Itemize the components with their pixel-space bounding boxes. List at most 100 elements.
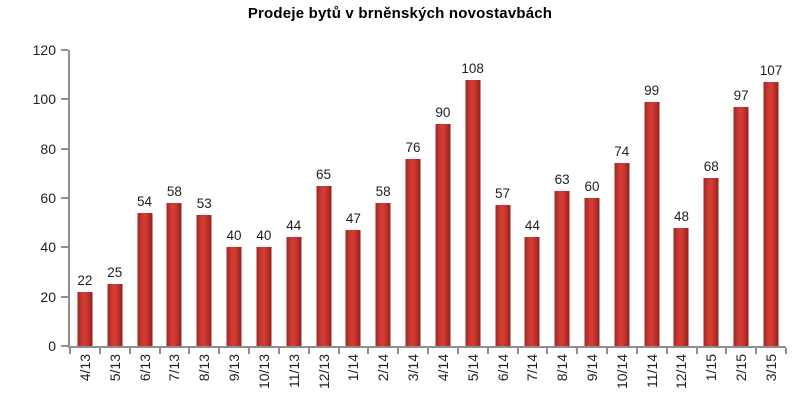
y-tick-label: 0 bbox=[48, 338, 56, 354]
y-axis-tick bbox=[61, 345, 68, 347]
bar-value-label: 58 bbox=[166, 183, 182, 199]
bar bbox=[465, 79, 481, 346]
x-axis-cell: 5/13 bbox=[100, 354, 130, 416]
x-tick-label: 4/13 bbox=[76, 354, 93, 382]
bar-slot: 108 bbox=[458, 50, 488, 346]
bar bbox=[644, 101, 660, 346]
y-axis-tick bbox=[61, 98, 68, 101]
bar bbox=[733, 106, 749, 346]
x-axis-tick bbox=[546, 348, 549, 354]
x-tick-label: 6/14 bbox=[494, 354, 511, 382]
y-axis-tick bbox=[61, 295, 68, 298]
bar bbox=[673, 227, 689, 346]
bar bbox=[107, 284, 123, 346]
bar bbox=[77, 291, 93, 346]
bar-slot: 76 bbox=[398, 50, 428, 346]
x-axis-tick bbox=[576, 348, 579, 354]
x-axis-cell: 4/14 bbox=[428, 354, 458, 416]
x-tick-label: 2/14 bbox=[375, 354, 392, 382]
bar-slot: 40 bbox=[219, 50, 249, 346]
y-tick-label: 60 bbox=[40, 190, 56, 206]
bar bbox=[256, 247, 272, 346]
x-axis-cell: 7/13 bbox=[159, 354, 189, 416]
x-axis-tick bbox=[218, 348, 221, 354]
bar bbox=[763, 82, 779, 346]
y-tick-label: 80 bbox=[40, 140, 56, 157]
bar bbox=[614, 163, 630, 346]
x-tick-label: 3/15 bbox=[762, 354, 779, 382]
bar-slot: 90 bbox=[428, 50, 458, 346]
x-axis-tick bbox=[188, 348, 191, 354]
x-tick-label: 8/13 bbox=[196, 354, 213, 382]
x-axis-cell: 11/13 bbox=[279, 354, 309, 416]
x-axis-tick bbox=[397, 348, 400, 354]
bar-value-label: 44 bbox=[286, 218, 302, 234]
x-axis-cell: 2/15 bbox=[726, 354, 756, 416]
x-tick-label: 12/14 bbox=[673, 354, 690, 390]
x-axis-tick bbox=[307, 348, 310, 354]
bar bbox=[375, 202, 391, 346]
bar-value-label: 58 bbox=[375, 183, 391, 199]
bar-slot: 99 bbox=[637, 50, 667, 346]
bar-value-label: 47 bbox=[345, 211, 361, 227]
bar-series: 22 25 54 58 53 40 40 44 65 47 58 76 90 108 57 44 63 60 74 9… bbox=[70, 50, 786, 346]
x-tick-label: 9/13 bbox=[226, 354, 243, 382]
bar-value-label: 57 bbox=[494, 186, 511, 202]
bar bbox=[524, 237, 540, 346]
bar-slot: 107 bbox=[756, 50, 786, 346]
bar bbox=[286, 237, 302, 346]
x-tick-label: 10/13 bbox=[255, 354, 272, 390]
bar-slot: 47 bbox=[338, 50, 368, 346]
chart-title: Prodeje bytů v brněnských novostavbách bbox=[247, 5, 553, 22]
bar-slot: 57 bbox=[488, 50, 518, 346]
bar-value-label: 65 bbox=[316, 166, 332, 182]
bar-value-label: 68 bbox=[703, 159, 719, 175]
bar-value-label: 40 bbox=[256, 228, 272, 244]
plot-area: 22 25 54 58 53 40 40 44 65 47 58 76 90 108 57 44 63 60 74 9… bbox=[68, 50, 787, 354]
x-axis-cell: 3/15 bbox=[756, 354, 786, 416]
bar bbox=[495, 205, 510, 346]
x-axis-cell: 12/13 bbox=[309, 354, 339, 416]
x-axis-tick bbox=[755, 348, 758, 354]
bar bbox=[166, 202, 182, 346]
y-tick-label: 40 bbox=[40, 239, 56, 256]
y-axis-tick bbox=[61, 147, 68, 150]
bar-slot: 48 bbox=[667, 50, 697, 346]
x-axis-cell: 4/13 bbox=[70, 354, 100, 416]
bar bbox=[435, 124, 451, 346]
x-tick-label: 5/13 bbox=[106, 354, 123, 382]
x-axis-tick bbox=[98, 348, 101, 354]
x-axis-cell: 9/14 bbox=[577, 354, 607, 416]
bar bbox=[405, 158, 421, 346]
bar-slot: 60 bbox=[577, 50, 607, 346]
x-tick-label: 7/14 bbox=[524, 354, 541, 382]
x-tick-label: 8/14 bbox=[554, 354, 571, 382]
x-axis-cell: 8/13 bbox=[189, 354, 219, 416]
bar-value-label: 22 bbox=[77, 272, 93, 288]
bar-slot: 74 bbox=[607, 50, 637, 346]
x-axis-tick bbox=[248, 348, 250, 354]
bar bbox=[703, 178, 719, 346]
x-axis-tick bbox=[635, 348, 638, 354]
bar bbox=[554, 190, 570, 346]
x-tick-label: 11/14 bbox=[643, 354, 660, 388]
x-axis: 4/13 5/13 6/13 7/13 8/13 9/13 10/13 11/13 12/13 1… bbox=[70, 354, 786, 416]
bar-value-label: 90 bbox=[435, 105, 451, 120]
bar-slot: 68 bbox=[696, 50, 726, 346]
bar-slot: 53 bbox=[189, 50, 219, 346]
x-axis-cell: 1/15 bbox=[696, 354, 726, 416]
y-tick-label: 100 bbox=[32, 91, 56, 108]
bar-slot: 44 bbox=[517, 50, 547, 346]
x-axis-tick bbox=[158, 348, 161, 354]
bar bbox=[137, 212, 153, 346]
bar-slot: 54 bbox=[130, 50, 160, 346]
x-tick-label: 1/14 bbox=[345, 354, 362, 382]
y-axis-tick bbox=[61, 197, 68, 199]
bar-slot: 40 bbox=[249, 50, 279, 346]
bar-value-label: 40 bbox=[226, 228, 242, 244]
x-tick-label: 6/13 bbox=[136, 354, 153, 382]
x-tick-label: 7/13 bbox=[166, 354, 183, 382]
x-tick-label: 2/15 bbox=[733, 354, 750, 382]
x-tick-label: 5/14 bbox=[464, 354, 481, 382]
